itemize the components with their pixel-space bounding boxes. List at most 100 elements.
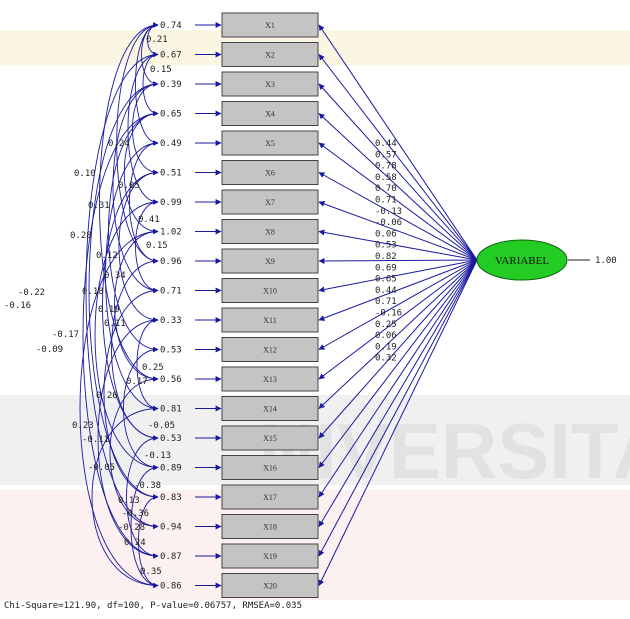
factor-loadings: 0.440.570.780.580.700.71-0.13-0.060.060.… (318, 24, 478, 587)
loading-arrow (318, 24, 478, 261)
covariance-label: 0.41 (138, 215, 160, 225)
indicator-label: X10 (263, 287, 277, 296)
error-variance-label: 0.96 (160, 257, 182, 267)
loading-arrow (318, 259, 478, 498)
covariance-label: -0.13 (144, 451, 171, 461)
loading-label: 0.58 (375, 173, 397, 183)
loading-label: 0.82 (375, 252, 397, 262)
latent-variable: VARIABEL 1.00 (476, 239, 617, 281)
loading-label: 0.25 (375, 320, 397, 330)
indicator-label: X7 (265, 198, 275, 207)
covariance-label: -0.16 (4, 301, 31, 311)
error-variance-label: 0.33 (160, 316, 182, 326)
indicator-box (221, 189, 319, 215)
covariance-curve (142, 51, 159, 117)
loading-label: 0.71 (375, 297, 397, 307)
error-variance-label: 0.53 (160, 346, 182, 356)
indicator-box (221, 484, 319, 510)
error-variances: 0.74 0.67 0.39 0.65 0.49 0.51 0.99 1.02 0.96 0.71… (160, 21, 222, 592)
fit-statistics: Chi-Square=121.90, df=100, P-value=0.067… (4, 601, 302, 611)
covariance-label: 0.13 (118, 496, 140, 506)
covariance-label: 0.31 (88, 201, 110, 211)
loading-label: 0.78 (375, 162, 397, 172)
loading-arrow (318, 113, 478, 261)
loading-label: 0.69 (375, 263, 397, 273)
loading-label: 0.44 (375, 139, 397, 149)
indicator-label: X5 (265, 139, 275, 148)
covariance-label: 0.10 (74, 169, 96, 179)
loading-arrow (318, 83, 478, 261)
indicator-label: X16 (263, 464, 277, 473)
error-variance-label: 0.65 (160, 110, 182, 120)
error-variance-label: 0.67 (160, 51, 182, 61)
covariance-curve (127, 51, 159, 205)
covariance-label: -0.05 (148, 421, 175, 431)
loading-label: 0.44 (375, 286, 397, 296)
indicator-label: X12 (263, 346, 277, 355)
indicator-label: X3 (265, 80, 275, 89)
indicator-label: X19 (263, 552, 277, 561)
loading-label: 0.19 (375, 342, 397, 352)
covariance-label: 0.25 (142, 363, 164, 373)
indicator-label: X18 (263, 523, 277, 532)
indicator-label: X17 (263, 493, 277, 502)
loading-label: 0.65 (375, 275, 397, 285)
watermark-text: NIVERSITAS (259, 407, 630, 495)
covariance-label: 0.24 (124, 538, 146, 548)
indicator-box (221, 130, 319, 156)
loading-arrow (318, 257, 478, 264)
covariance-label: -0.28 (118, 523, 145, 533)
indicator-box (221, 101, 319, 126)
error-variance-label: 0.99 (160, 198, 182, 208)
loading-arrow (318, 172, 478, 261)
covariance-label: 0.18 (82, 287, 104, 297)
covariance-curve (126, 435, 159, 559)
latent-variance: 1.00 (595, 256, 617, 266)
latent-label: VARIABEL (495, 255, 549, 267)
error-variance-label: 0.83 (160, 493, 182, 503)
loading-arrow (318, 259, 478, 350)
loading-arrow (318, 229, 478, 261)
indicator-box (221, 219, 319, 244)
covariance-curve (99, 22, 159, 382)
indicator-box (221, 12, 319, 38)
covariance-curve (123, 110, 159, 235)
error-variance-label: 0.89 (160, 464, 182, 474)
loading-arrow (318, 259, 478, 439)
indicator-box (221, 42, 319, 67)
indicator-box (221, 278, 319, 303)
loading-arrow (318, 259, 478, 468)
covariance-curve (82, 110, 159, 559)
indicator-label: X13 (263, 375, 277, 384)
covariance-label: -0.36 (122, 509, 149, 519)
indicator-box (221, 455, 319, 480)
covariance-label: -0.17 (52, 330, 79, 340)
covariance-curve (129, 140, 159, 264)
indicator-label: X8 (265, 228, 275, 237)
loading-arrow (318, 259, 478, 409)
error-variance-label: 0.74 (160, 21, 182, 31)
loading-label: 0.53 (375, 241, 397, 251)
covariance-label: -0.11 (82, 435, 109, 445)
error-variance-label: 0.71 (160, 287, 182, 297)
covariance-label: 0.28 (70, 231, 92, 241)
indicator-box (221, 573, 319, 598)
loading-label: 0.06 (375, 229, 397, 239)
covariance-curve (94, 199, 159, 471)
indicator-label: X6 (265, 169, 275, 178)
covariance-curve (109, 376, 159, 530)
loading-arrow (318, 142, 478, 261)
indicator-label: X14 (263, 405, 277, 414)
indicator-label: X9 (265, 257, 275, 266)
error-variance-label: 0.49 (160, 139, 182, 149)
covariance-curve (112, 81, 159, 294)
loading-label: -0.13 (375, 207, 402, 217)
covariance-label: 0.19 (98, 305, 120, 315)
covariance-label: -0.05 (88, 463, 115, 473)
indicator-label: X15 (263, 434, 277, 443)
error-variance-label: 0.86 (160, 582, 182, 592)
loading-label: -0.06 (375, 218, 402, 228)
covariance-label: 0.26 (96, 391, 118, 401)
